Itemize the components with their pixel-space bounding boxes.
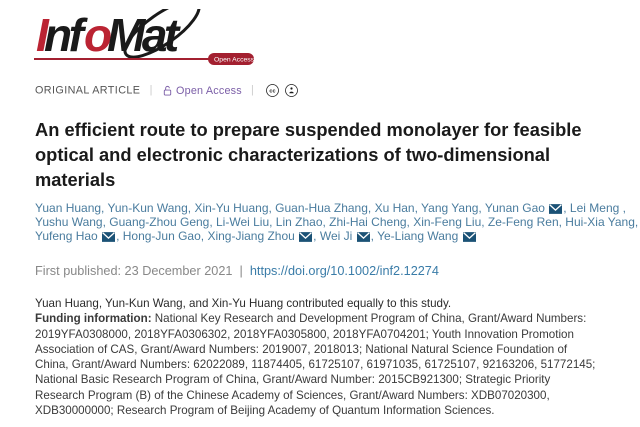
svg-text:cc: cc <box>270 89 276 95</box>
svg-text:Open Access: Open Access <box>214 57 255 64</box>
svg-text:nf: nf <box>44 9 89 61</box>
svg-text:Mat: Mat <box>107 9 181 61</box>
